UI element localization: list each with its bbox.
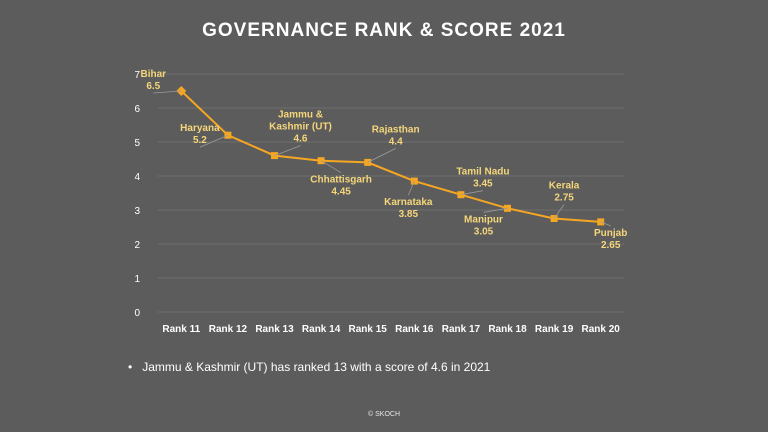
x-tick-label: Rank 19 [535,324,574,335]
data-label-value: 3.45 [473,179,493,190]
x-tick-label: Rank 13 [255,324,294,335]
x-tick-label: Rank 14 [302,324,341,335]
leader-line [320,160,342,174]
data-label-name: Manipur [464,214,503,225]
data-label-value: 4.4 [389,136,403,147]
x-tick-label: Rank 17 [442,324,481,335]
data-label-text: Punjab 2.65 [594,228,627,251]
y-tick-label: 2 [134,240,140,251]
data-label-name: Punjab [594,228,627,239]
bullet-dot-icon: • [128,360,133,374]
data-label: Rajasthan 4.4 [367,124,420,163]
x-tick-label: Rank 15 [349,324,388,335]
x-tick-label: Rank 18 [488,324,527,335]
leader-line [483,207,508,213]
leader-line [600,221,611,227]
data-label-name: Chhattisgarh [310,175,372,186]
data-label: Haryana 5.2 [180,123,229,148]
leader-line [460,190,483,196]
data-label-name: Kerala [549,181,580,192]
data-label-name: Jammu & [278,110,323,121]
data-label-text: Bihar 6.5 [141,69,167,92]
data-label-name: Rajasthan [372,124,420,135]
leader-line [274,145,301,156]
data-label-value: 4.45 [331,187,351,198]
x-tick-label: Rank 12 [209,324,248,335]
data-label: Chhattisgarh 4.45 [310,160,372,198]
leader-line [407,180,415,196]
y-tick-label: 3 [134,206,140,217]
data-label: Karnataka 3.85 [384,180,433,220]
data-label-name: Karnataka [384,197,433,208]
data-label: Jammu & Kashmir (UT) 4.6 [269,110,332,156]
data-label: Tamil Nadu 3.45 [456,167,509,196]
y-tick-label: 4 [134,172,140,183]
x-tick-label: Rank 20 [582,324,621,335]
bullet-note: • Jammu & Kashmir (UT) has ranked 13 with… [128,360,490,374]
data-label-value: 3.05 [474,226,494,237]
chart-title: GOVERNANCE RANK & SCORE 2021 [202,20,566,41]
data-label-value: 5.2 [193,135,207,146]
x-tick-label: Rank 16 [395,324,434,335]
y-tick-label: 5 [134,138,140,149]
leader-line [367,148,396,163]
data-label: Punjab 2.65 [594,221,627,251]
data-label-text: Kerala 2.75 [549,181,580,204]
leader-line [153,90,182,94]
data-label: Bihar 6.5 [141,69,182,94]
data-label-text: Chhattisgarh 4.45 [310,175,372,198]
copyright-footer: © SKOCH [368,411,400,418]
data-label-name: Bihar [141,69,167,80]
data-label-text: Karnataka 3.85 [384,197,433,220]
y-tick-label: 1 [134,274,140,285]
data-label-value: 2.65 [601,240,621,251]
y-tick-label: 0 [134,308,140,319]
data-label: Kerala 2.75 [549,181,580,219]
leader-line [553,204,565,219]
series-line [180,90,601,223]
y-tick-label: 7 [134,70,140,81]
data-label-text: Haryana 5.2 [180,123,220,146]
x-tick-label: Rank 11 [162,324,200,335]
data-label-name: Haryana [180,123,220,134]
data-label-name: Kashmir (UT) [269,122,332,133]
leader-line [199,134,229,148]
bullet-text: Jammu & Kashmir (UT) has ranked 13 with … [142,360,491,374]
data-label-text: Tamil Nadu 3.45 [456,167,509,190]
data-label-value: 3.85 [399,209,419,220]
y-tick-label: 6 [134,104,140,115]
data-label-name: Tamil Nadu [456,167,509,178]
data-label-text: Jammu & Kashmir (UT) 4.6 [269,110,332,145]
data-label-text: Manipur 3.05 [464,214,503,237]
data-label-value: 4.6 [294,134,308,145]
data-label: Manipur 3.05 [464,207,508,237]
data-label-value: 2.75 [554,193,574,204]
data-label-value: 6.5 [146,81,160,92]
data-label-text: Rajasthan 4.4 [372,124,420,147]
